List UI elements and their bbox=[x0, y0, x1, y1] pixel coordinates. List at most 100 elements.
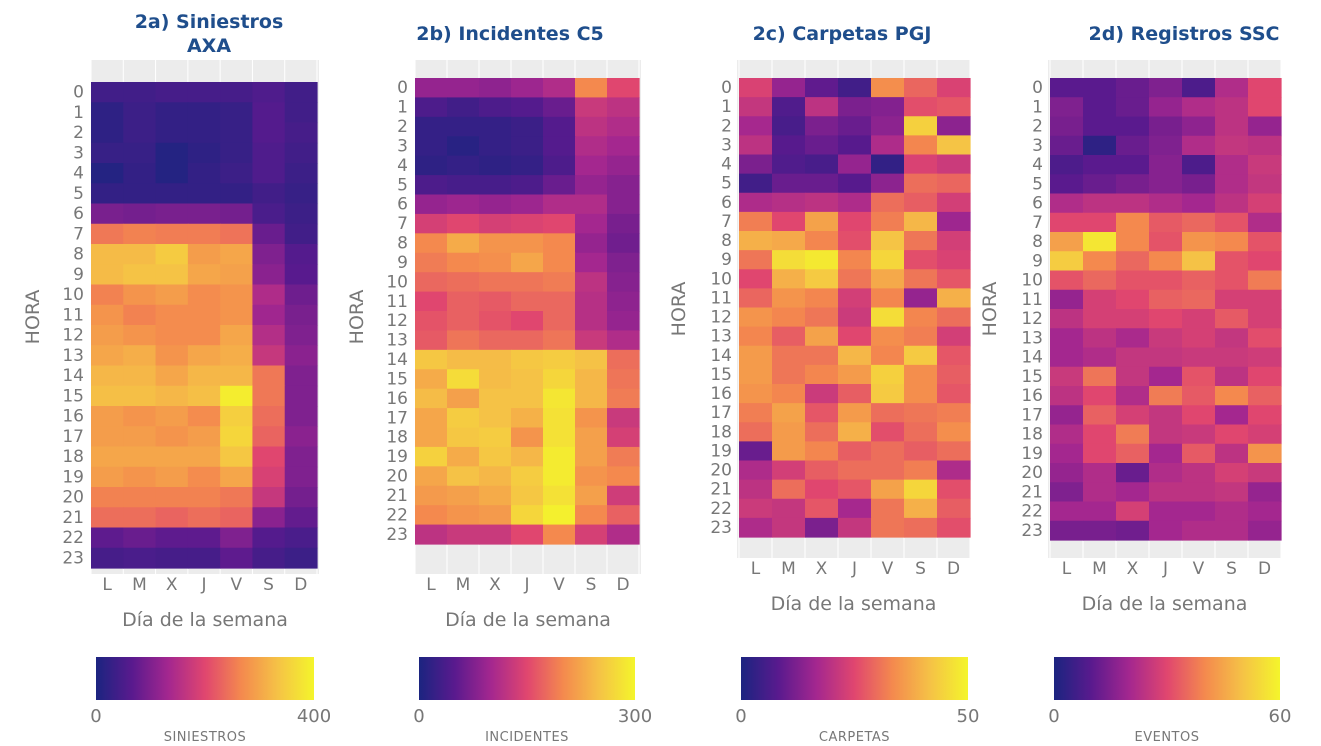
heatmap-cell bbox=[1215, 463, 1249, 483]
heatmap-cell bbox=[772, 441, 806, 462]
heatmap-cell bbox=[479, 291, 512, 312]
heatmap-cell bbox=[904, 326, 938, 347]
heatmap-cell bbox=[1149, 251, 1183, 272]
heatmap-cell bbox=[1215, 97, 1249, 118]
heatmap-cell bbox=[607, 408, 640, 429]
heatmap-cell bbox=[871, 403, 905, 423]
y-tick-label: 9 bbox=[1032, 251, 1043, 271]
heatmap-cell bbox=[543, 136, 576, 157]
x-tick-label: J bbox=[200, 575, 206, 595]
heatmap-cell bbox=[904, 78, 938, 98]
heatmap-cell bbox=[1083, 97, 1117, 118]
heatmap-cell bbox=[187, 487, 221, 508]
heatmap-cell bbox=[1248, 174, 1282, 195]
heatmap-cell bbox=[1182, 174, 1216, 195]
heatmap-cell bbox=[479, 272, 512, 293]
heatmap-cell bbox=[511, 97, 544, 118]
heatmap-cell bbox=[904, 116, 938, 136]
heatmap-cell bbox=[220, 547, 254, 569]
heatmap-cell bbox=[607, 349, 640, 370]
heatmap-cell bbox=[123, 122, 157, 144]
heatmap-cell bbox=[123, 223, 157, 245]
heatmap-cell bbox=[871, 384, 905, 404]
heatmap-cell bbox=[479, 213, 512, 234]
heatmap-cell bbox=[805, 154, 839, 175]
y-tick-label: 5 bbox=[721, 174, 732, 194]
heatmap-cell bbox=[805, 517, 839, 538]
heatmap-cell bbox=[252, 365, 286, 387]
heatmap-cell bbox=[838, 479, 872, 500]
heatmap-cell bbox=[871, 345, 905, 366]
heatmap-cell bbox=[415, 524, 448, 545]
heatmap-cell bbox=[187, 163, 221, 184]
y-tick-label: 0 bbox=[397, 78, 408, 98]
heatmap-cell bbox=[415, 388, 448, 409]
heatmap-cell bbox=[1248, 193, 1282, 214]
heatmap-cell bbox=[871, 517, 905, 538]
heatmap-cell bbox=[415, 505, 448, 526]
heatmap-cell bbox=[1182, 347, 1216, 368]
heatmap-cell bbox=[543, 388, 576, 409]
heatmap-cell bbox=[187, 446, 221, 468]
heatmap-cell bbox=[1050, 116, 1084, 137]
heatmap-cell bbox=[1083, 443, 1117, 464]
heatmap-cell bbox=[155, 244, 189, 265]
heatmap-cell bbox=[155, 547, 189, 569]
heatmap-cell bbox=[739, 173, 773, 194]
heatmap-cell bbox=[1182, 251, 1216, 272]
y-tick-label: 20 bbox=[1021, 463, 1043, 483]
heatmap-cell bbox=[1248, 463, 1282, 483]
heatmap-cell bbox=[1149, 424, 1183, 445]
y-tick-label: 8 bbox=[721, 231, 732, 251]
heatmap-cell bbox=[607, 252, 640, 273]
x-tick-label: D bbox=[616, 575, 629, 595]
heatmap-cell bbox=[447, 155, 480, 176]
heatmap-cell bbox=[904, 517, 938, 538]
heatmap-cell bbox=[575, 524, 608, 545]
y-tick-label: 9 bbox=[73, 265, 84, 285]
heatmap-cell bbox=[123, 102, 157, 124]
heatmap-cell bbox=[415, 194, 448, 215]
heatmap-cell bbox=[543, 524, 576, 545]
heatmap-cell bbox=[838, 211, 872, 232]
heatmap-cell bbox=[805, 250, 839, 270]
heatmap-cell bbox=[155, 365, 189, 387]
y-tick-label: 22 bbox=[710, 499, 732, 519]
heatmap-cell bbox=[607, 291, 640, 312]
heatmap-cell bbox=[739, 384, 773, 404]
heatmap-cell bbox=[252, 82, 286, 103]
heatmap-cell bbox=[543, 97, 576, 118]
heatmap-cell bbox=[1215, 270, 1249, 291]
y-tick-label: 15 bbox=[386, 369, 408, 389]
heatmap-cell bbox=[937, 154, 971, 175]
heatmap-cell bbox=[1083, 463, 1117, 483]
heatmap-cell bbox=[838, 384, 872, 404]
heatmap-cell bbox=[1050, 443, 1084, 464]
heatmap-cell bbox=[415, 291, 448, 312]
heatmap-cell bbox=[1149, 366, 1183, 387]
heatmap-cell bbox=[479, 136, 512, 157]
heatmap-cell bbox=[1215, 443, 1249, 464]
heatmap-cell bbox=[284, 527, 318, 549]
heatmap-cell bbox=[575, 446, 608, 467]
heatmap-cell bbox=[123, 244, 157, 265]
heatmap-cell bbox=[1083, 289, 1117, 310]
y-tick-label: 1 bbox=[721, 97, 732, 117]
heatmap-cell bbox=[511, 485, 544, 506]
heatmap-cell bbox=[123, 325, 157, 346]
heatmap-cell bbox=[479, 311, 512, 332]
heatmap-cell bbox=[123, 547, 157, 569]
heatmap-cell bbox=[1116, 443, 1150, 464]
heatmap-cell bbox=[220, 163, 254, 184]
y-tick-label: 21 bbox=[1021, 482, 1043, 502]
legend-title: EVENTOS bbox=[1135, 730, 1200, 745]
y-tick-label: 2 bbox=[397, 117, 408, 137]
heatmap-cell bbox=[123, 345, 157, 367]
heatmap-cell bbox=[1182, 520, 1216, 541]
y-tick-label: 22 bbox=[386, 505, 408, 525]
heatmap-cell bbox=[284, 122, 318, 144]
y-tick-label: 17 bbox=[710, 403, 732, 423]
heatmap-cell bbox=[479, 485, 512, 506]
heatmap-cell bbox=[91, 507, 124, 529]
x-tick-label: D bbox=[1258, 559, 1271, 579]
